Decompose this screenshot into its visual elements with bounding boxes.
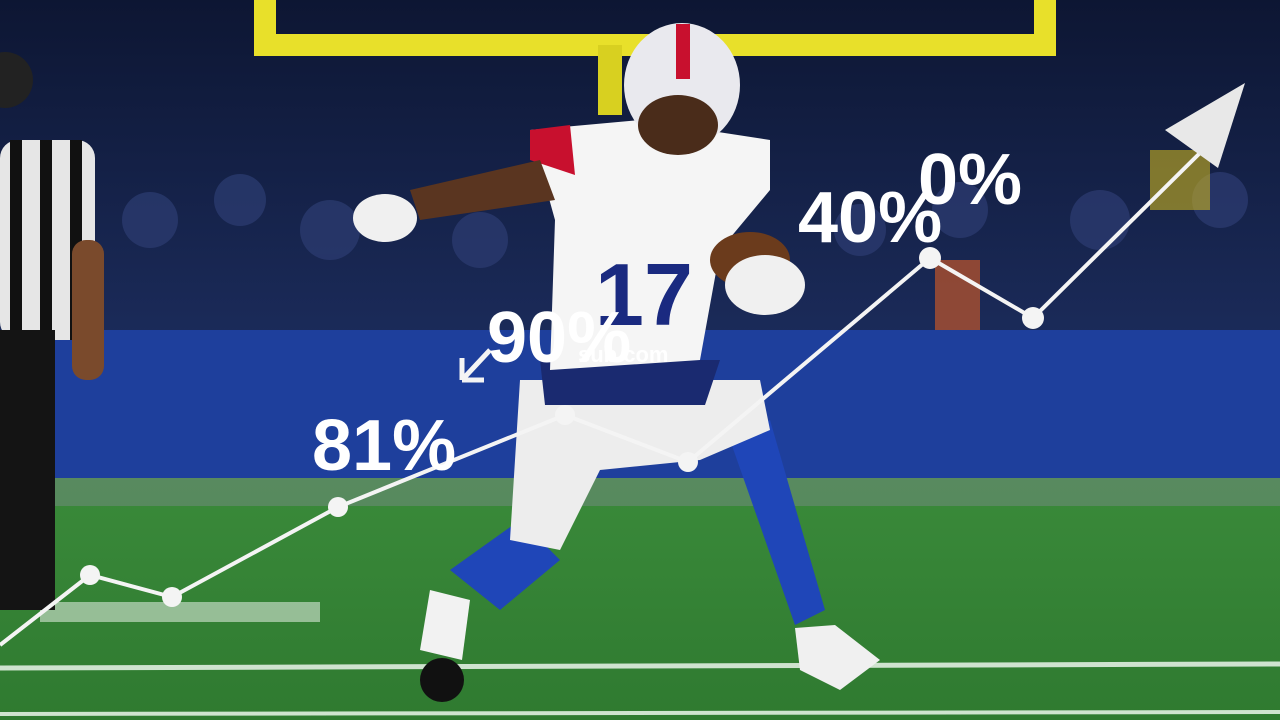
overlay-label: 40% [798,178,942,258]
overlay-label: 90% [487,298,631,378]
trend-line [0,83,1245,647]
player: 17 [353,23,880,702]
crowd-fan [935,260,980,330]
jersey-number: 17 [595,245,693,344]
crowd-heads [122,172,1248,268]
yard-line [0,710,1280,716]
referee [0,52,104,610]
crowd-fan [1150,150,1210,210]
overlay-label: 0% [918,140,1022,220]
overlay-label: 81% [312,406,456,486]
field-marking [40,602,320,622]
goal-post [598,45,622,115]
overlay-label: sub com [578,342,668,367]
field [0,478,1280,720]
sideline [0,478,1280,506]
yard-line [0,661,1280,671]
